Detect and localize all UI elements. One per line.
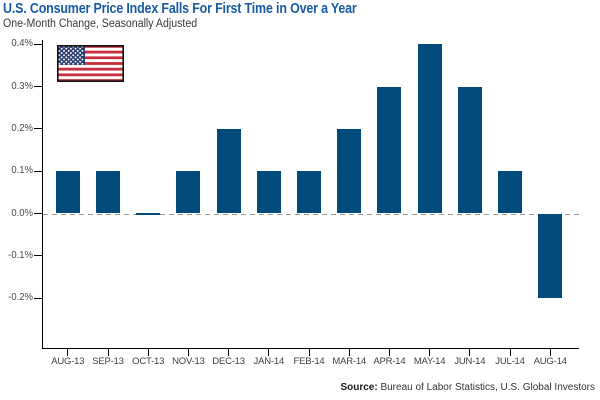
chart-subtitle: One-Month Change, Seasonally Adjusted bbox=[3, 18, 198, 30]
x-tick-label: JUN-14 bbox=[454, 356, 486, 367]
x-tick-label: JUL-14 bbox=[495, 356, 525, 367]
x-tick-label: FEB-14 bbox=[293, 356, 325, 367]
bar-SEP-13 bbox=[96, 171, 120, 214]
y-tick-label: 0.2% bbox=[11, 122, 33, 134]
x-tick-mark bbox=[147, 349, 149, 356]
x-tick-mark bbox=[107, 349, 109, 356]
y-tick-label: 0.3% bbox=[11, 80, 33, 92]
bar-DEC-13 bbox=[216, 128, 241, 214]
bar-MAY-14 bbox=[417, 44, 442, 214]
x-tick-mark bbox=[388, 349, 390, 356]
x-tick-label: OCT-13 bbox=[132, 356, 165, 367]
bar-JAN-14 bbox=[256, 171, 281, 214]
y-tick-label: -0.1% bbox=[8, 249, 33, 261]
source-label: Source: bbox=[340, 382, 378, 393]
y-axis-line bbox=[42, 40, 43, 348]
x-tick-label: AUG-13 bbox=[51, 356, 85, 367]
x-tick-mark bbox=[228, 349, 230, 356]
source-text: Bureau of Labor Statistics, U.S. Global … bbox=[377, 382, 595, 393]
x-tick-mark bbox=[429, 349, 431, 356]
x-tick-label: NOV-13 bbox=[172, 356, 205, 367]
y-tick-mark bbox=[34, 213, 42, 214]
zero-line bbox=[43, 214, 579, 215]
y-tick-mark bbox=[34, 43, 42, 45]
y-tick-mark bbox=[34, 170, 42, 172]
x-tick-mark bbox=[187, 349, 189, 356]
y-tick-label: 0.4% bbox=[11, 38, 33, 50]
x-tick-mark bbox=[549, 349, 551, 356]
y-tick-label: -0.2% bbox=[8, 292, 33, 304]
x-axis-line bbox=[42, 348, 579, 349]
y-tick-label: 0.0% bbox=[11, 207, 33, 219]
bar-FEB-14 bbox=[297, 171, 321, 214]
x-tick-mark bbox=[348, 349, 350, 356]
bar-APR-14 bbox=[377, 86, 402, 214]
x-tick-mark bbox=[268, 349, 270, 356]
bar-JUN-14 bbox=[457, 86, 482, 214]
x-tick-label: MAY-14 bbox=[413, 356, 446, 367]
bar-MAR-14 bbox=[337, 128, 362, 214]
x-tick-label: SEP-13 bbox=[92, 356, 124, 367]
y-tick-mark bbox=[34, 255, 42, 257]
x-tick-mark bbox=[509, 349, 511, 356]
y-tick-label: 0.1% bbox=[11, 165, 33, 177]
x-tick-label: AUG-14 bbox=[533, 356, 567, 367]
y-tick-mark bbox=[34, 86, 42, 88]
bar-AUG-14 bbox=[538, 213, 563, 299]
chart-title: U.S. Consumer Price Index Falls For Firs… bbox=[3, 1, 357, 17]
x-tick-label: MAR-14 bbox=[332, 356, 367, 367]
x-tick-label: APR-14 bbox=[373, 356, 406, 367]
x-tick-mark bbox=[469, 349, 471, 356]
source-attribution: Source: Bureau of Labor Statistics, U.S.… bbox=[340, 382, 595, 393]
x-tick-label: DEC-13 bbox=[212, 356, 245, 367]
bar-JUL-14 bbox=[498, 171, 522, 214]
us-flag-icon bbox=[57, 45, 124, 82]
bar-AUG-13 bbox=[55, 171, 80, 214]
bar-OCT-13 bbox=[136, 212, 161, 215]
x-tick-mark bbox=[308, 349, 310, 356]
bar-NOV-13 bbox=[176, 171, 201, 214]
y-tick-mark bbox=[34, 128, 42, 130]
y-tick-mark bbox=[34, 297, 42, 299]
x-tick-mark bbox=[67, 349, 69, 356]
x-tick-label: JAN-14 bbox=[253, 356, 285, 367]
